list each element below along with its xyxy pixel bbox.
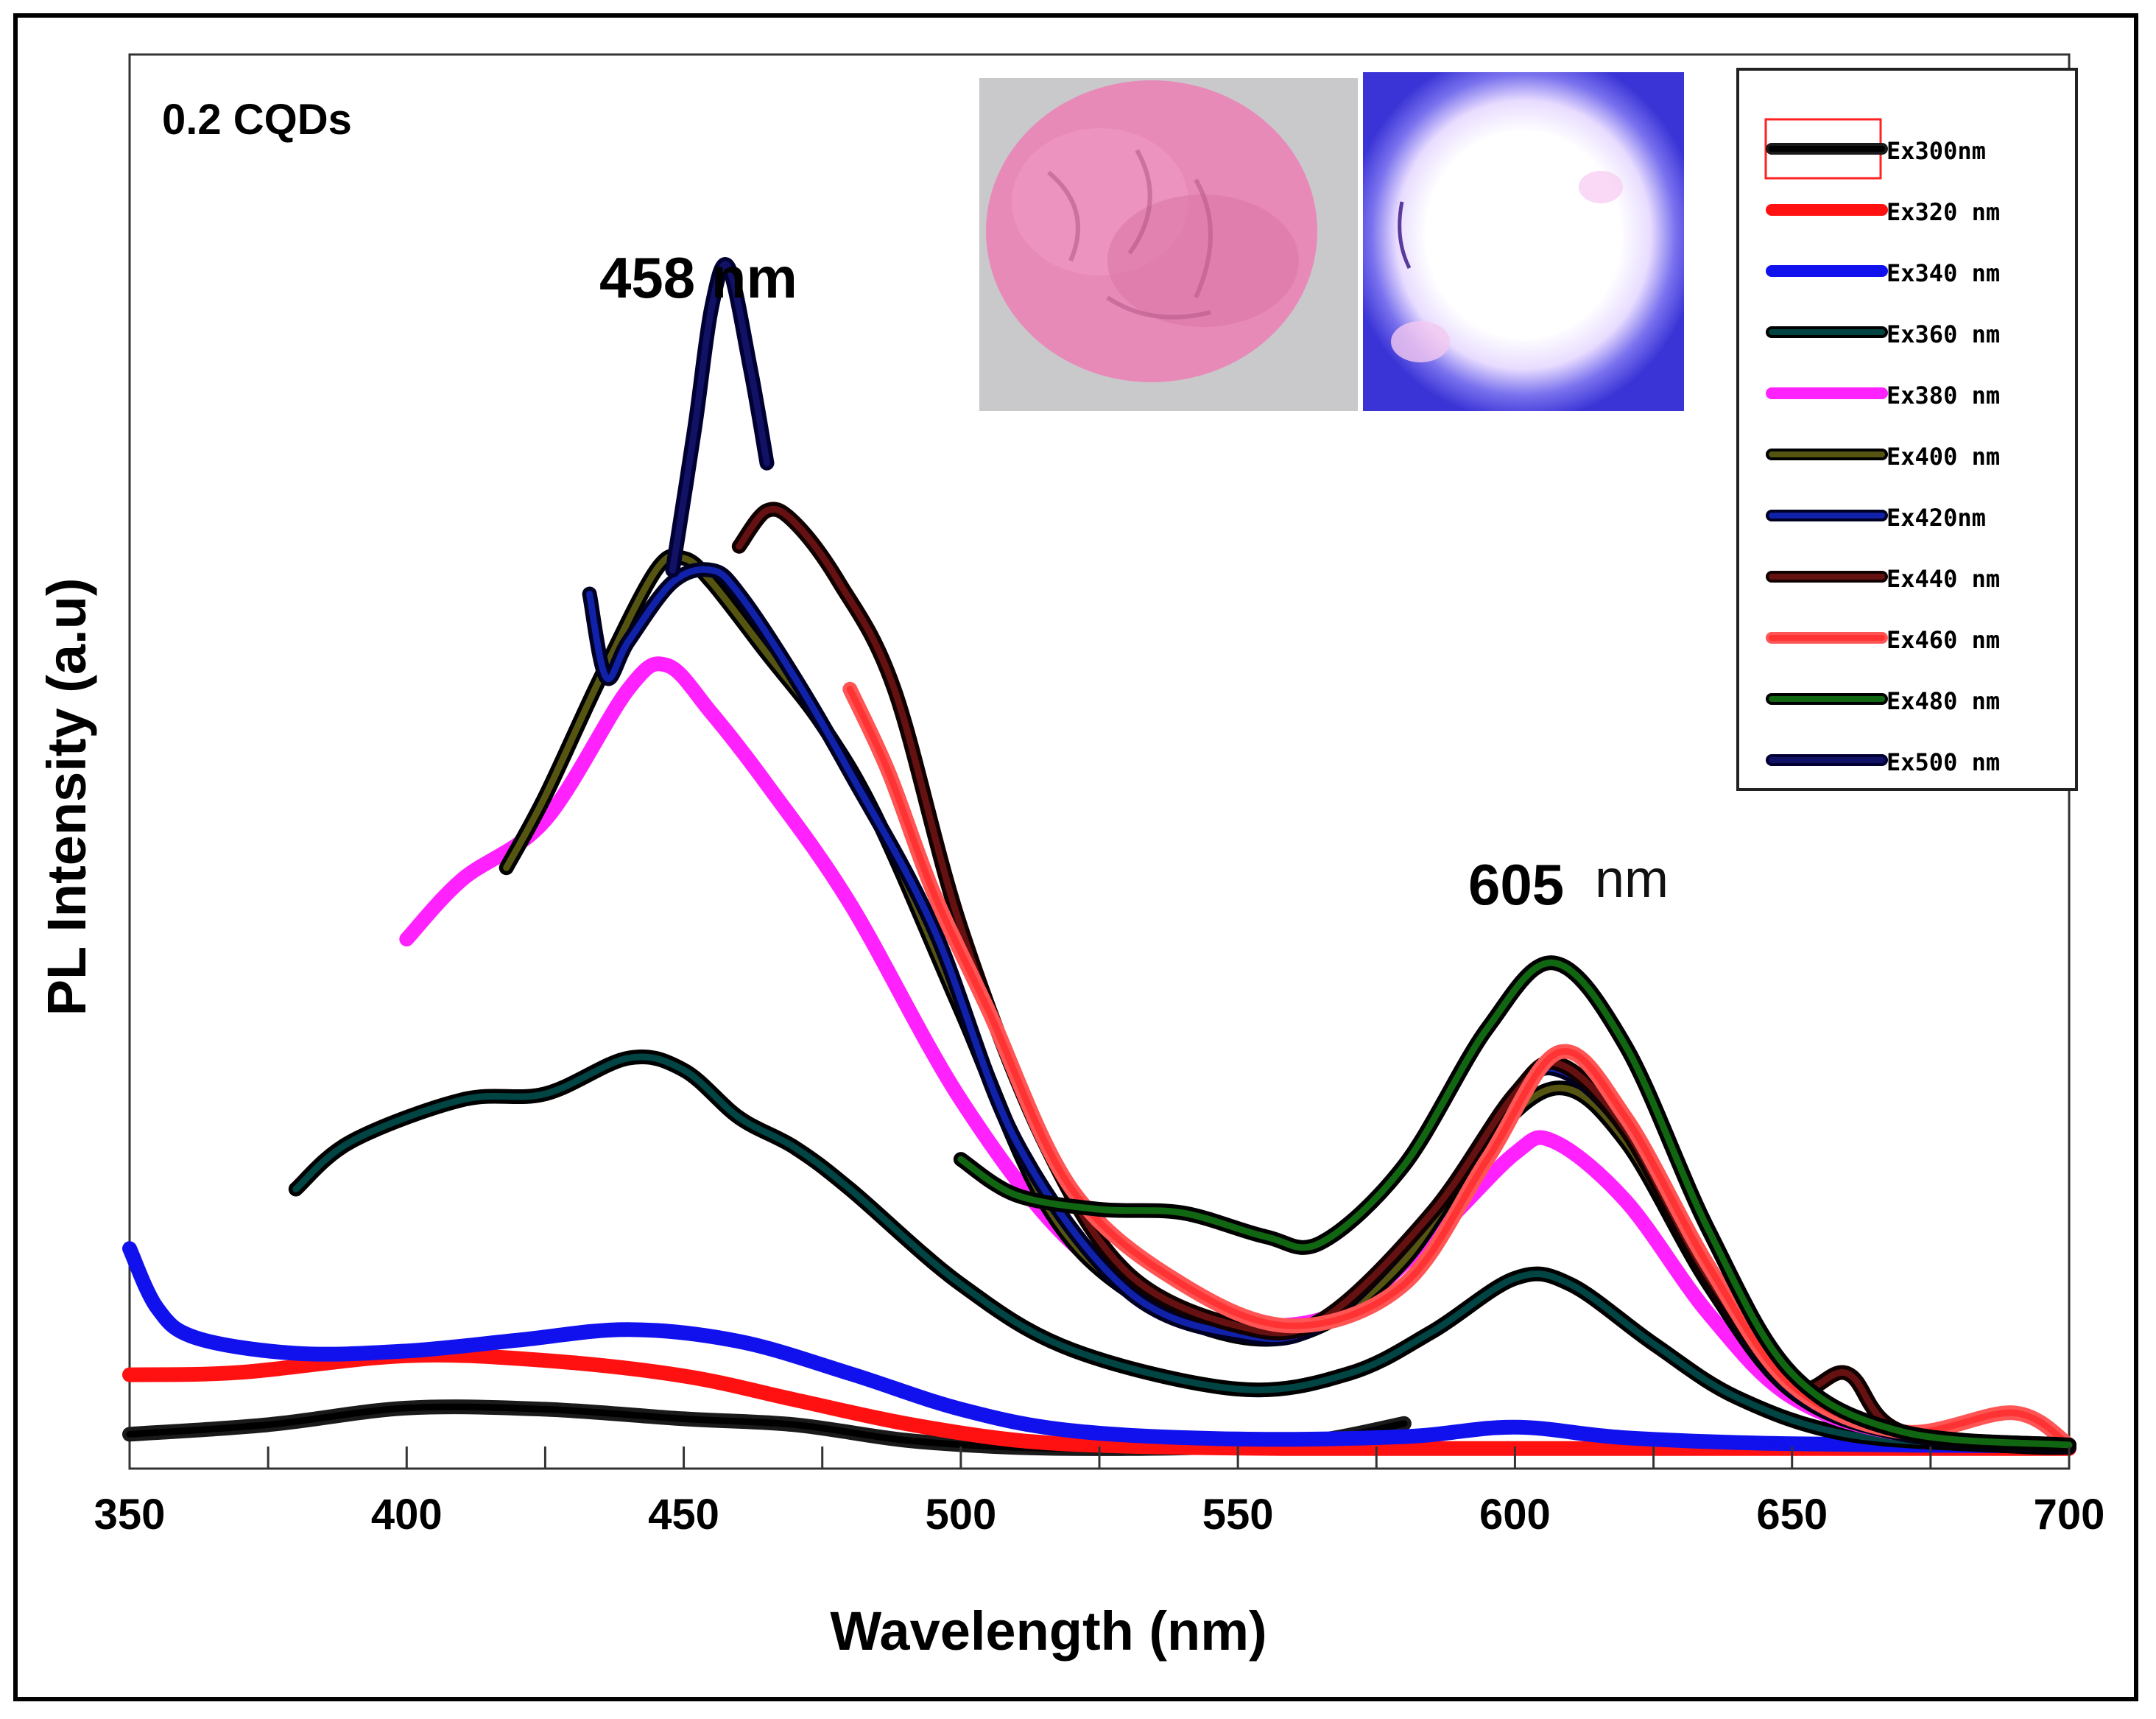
legend-item: Ex300nm xyxy=(1766,137,1986,165)
legend-label: Ex380 nm xyxy=(1886,382,2000,409)
x-axis-ticks: 350 400 450 500 550 600 650 700 xyxy=(94,1446,2105,1539)
legend-label: Ex420nm xyxy=(1886,504,1986,532)
x-tick-label: 450 xyxy=(648,1491,719,1539)
legend-label: Ex300nm xyxy=(1886,137,1986,165)
legend-item: Ex480 nm xyxy=(1766,687,2000,715)
series-line xyxy=(957,959,2073,1449)
peak-annotation-605-unit: nm xyxy=(1595,850,1669,909)
legend-label: Ex480 nm xyxy=(1886,687,2000,715)
x-tick-label: 650 xyxy=(1756,1491,1828,1539)
x-axis-label: Wavelength (nm) xyxy=(830,1600,1267,1662)
chart-title: 0.2 CQDs xyxy=(162,96,352,144)
series-ex460nm xyxy=(842,681,2076,1452)
series-ex360nm xyxy=(288,1050,2076,1455)
figure-frame: 350 400 450 500 550 600 650 700 0.2 CQDs 458 nm… xyxy=(13,13,2138,1701)
inset-fluorescent-photo xyxy=(1363,72,1684,411)
inset-photos xyxy=(979,72,1684,411)
legend-label: Ex460 nm xyxy=(1886,626,2000,654)
x-tick-label: 400 xyxy=(371,1491,443,1539)
x-tick-label: 550 xyxy=(1202,1491,1274,1539)
peak-annotation-458: 458 nm xyxy=(599,245,797,310)
curves-layer xyxy=(122,257,2076,1457)
series-line xyxy=(669,261,770,574)
series-ex340nm xyxy=(122,1241,2076,1454)
legend-label: Ex440 nm xyxy=(1886,565,2000,593)
legend-box xyxy=(1736,68,2078,791)
x-tick-label: 500 xyxy=(925,1491,996,1539)
series-line xyxy=(292,1053,2073,1451)
series-line xyxy=(846,686,2073,1449)
legend-label: Ex400 nm xyxy=(1886,443,2000,471)
peak-annotation-605-value: 605 xyxy=(1468,852,1564,917)
series-line xyxy=(126,1245,2073,1449)
legend-item: Ex420nm xyxy=(1766,504,1986,532)
pl-spectrum-chart: 350 400 450 500 550 600 650 700 0.2 CQDs 458 nm… xyxy=(36,53,2105,1662)
legend-label: Ex360 nm xyxy=(1886,320,2000,348)
legend-item: Ex440 nm xyxy=(1766,565,2000,593)
x-tick-label: 700 xyxy=(2034,1491,2105,1539)
legend-item: Ex360 nm xyxy=(1766,320,2000,348)
legend-label: Ex500 nm xyxy=(1886,748,2000,776)
legend: Ex300nm Ex320 nm Ex340 nm Ex360 nm Ex380 nm E… xyxy=(1736,68,2078,791)
legend-item: Ex460 nm xyxy=(1766,626,2000,654)
x-tick-label: 350 xyxy=(94,1491,166,1539)
legend-item: Ex500 nm xyxy=(1766,748,2000,776)
legend-label: Ex320 nm xyxy=(1886,198,2000,226)
inset-pink-powder-photo xyxy=(979,78,1358,411)
series-ex480nm xyxy=(953,955,2076,1452)
x-tick-label: 600 xyxy=(1479,1491,1551,1539)
legend-item: Ex380 nm xyxy=(1766,382,2000,409)
y-axis-label: PL Intensity (a.u) xyxy=(36,578,97,1016)
legend-label: Ex340 nm xyxy=(1886,259,2000,287)
series-ex500nm xyxy=(665,257,775,578)
legend-item: Ex400 nm xyxy=(1766,443,2000,471)
legend-item: Ex320 nm xyxy=(1766,198,2000,226)
legend-item: Ex340 nm xyxy=(1766,259,2000,287)
